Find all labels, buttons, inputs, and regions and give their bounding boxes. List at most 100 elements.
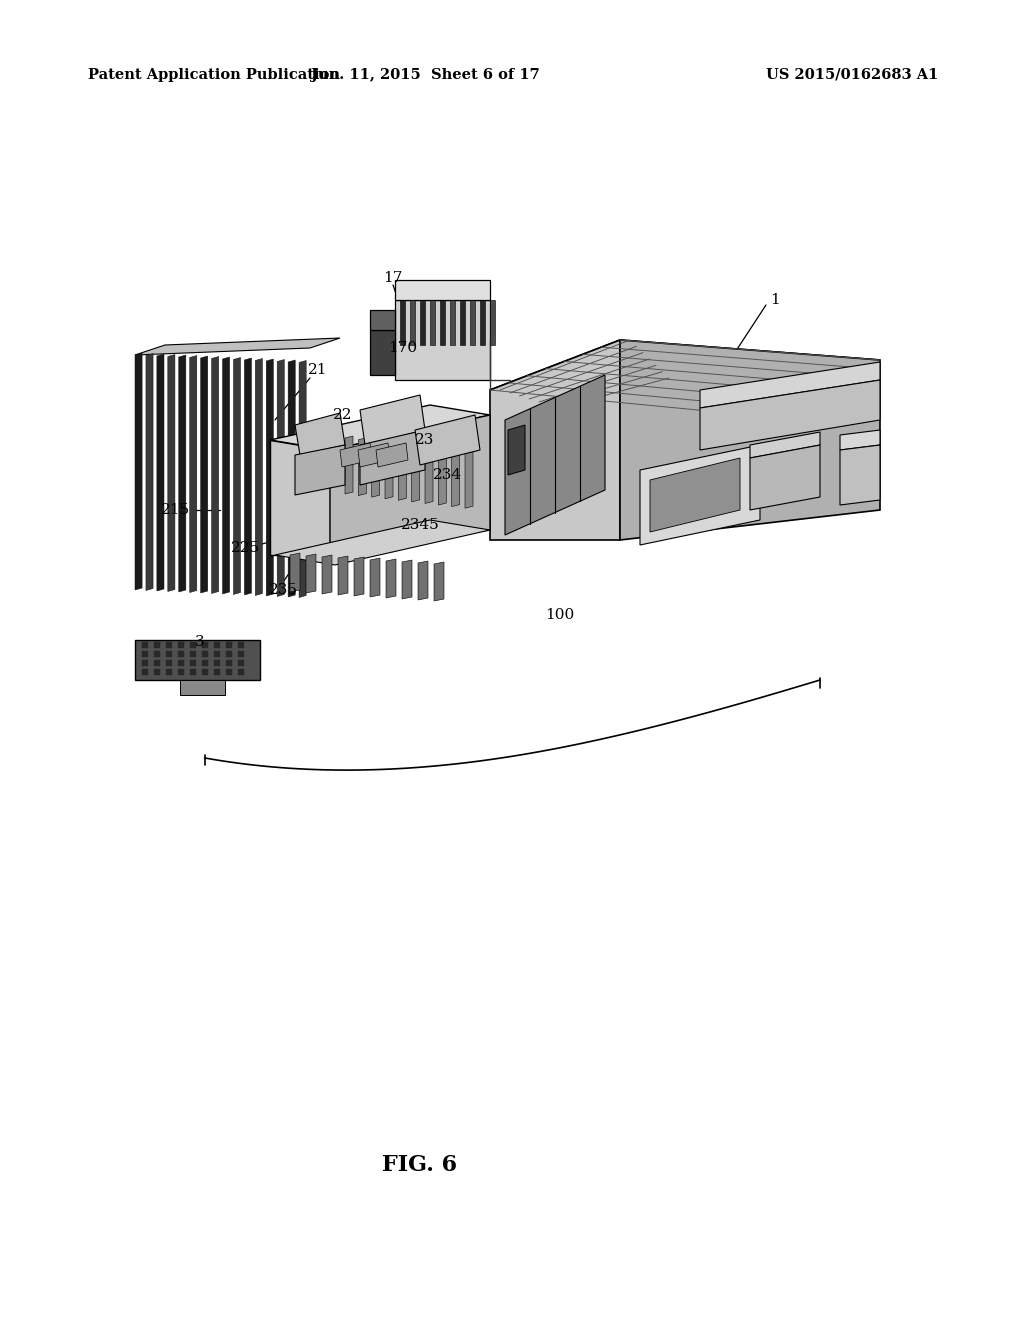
Polygon shape: [142, 642, 148, 648]
Polygon shape: [358, 444, 390, 467]
Polygon shape: [425, 446, 433, 503]
Polygon shape: [354, 557, 364, 597]
Text: 2345: 2345: [400, 517, 439, 532]
Polygon shape: [452, 450, 460, 507]
Polygon shape: [266, 359, 273, 597]
Polygon shape: [226, 651, 232, 657]
Text: 23: 23: [416, 433, 434, 447]
Polygon shape: [180, 680, 225, 696]
Polygon shape: [640, 445, 760, 545]
Polygon shape: [358, 438, 367, 495]
Text: 22: 22: [333, 408, 352, 422]
Polygon shape: [385, 441, 393, 499]
Polygon shape: [166, 651, 172, 657]
Polygon shape: [438, 447, 446, 506]
Polygon shape: [202, 651, 208, 657]
Polygon shape: [412, 445, 420, 502]
Text: 3: 3: [196, 635, 205, 649]
Polygon shape: [402, 560, 412, 599]
Polygon shape: [142, 660, 148, 667]
Polygon shape: [154, 651, 160, 657]
Polygon shape: [620, 341, 880, 540]
Text: 215: 215: [161, 503, 189, 517]
Polygon shape: [275, 520, 490, 565]
Polygon shape: [201, 356, 208, 593]
Polygon shape: [135, 640, 260, 680]
Polygon shape: [480, 300, 485, 345]
Polygon shape: [238, 660, 244, 667]
Polygon shape: [420, 300, 425, 345]
Polygon shape: [370, 310, 395, 330]
Polygon shape: [255, 359, 262, 595]
Polygon shape: [202, 660, 208, 667]
Polygon shape: [430, 300, 435, 345]
Polygon shape: [226, 660, 232, 667]
Polygon shape: [146, 354, 153, 590]
Polygon shape: [398, 444, 407, 500]
Polygon shape: [154, 660, 160, 667]
Polygon shape: [154, 669, 160, 675]
Polygon shape: [360, 395, 425, 445]
Text: Patent Application Publication: Patent Application Publication: [88, 69, 340, 82]
Polygon shape: [372, 440, 380, 498]
Polygon shape: [226, 642, 232, 648]
Text: 234: 234: [433, 469, 463, 482]
Polygon shape: [157, 354, 164, 591]
Polygon shape: [700, 380, 880, 450]
Polygon shape: [338, 556, 348, 595]
Polygon shape: [400, 300, 406, 345]
Polygon shape: [322, 554, 332, 594]
Polygon shape: [410, 300, 416, 345]
Polygon shape: [278, 359, 285, 597]
Polygon shape: [470, 300, 475, 345]
Polygon shape: [222, 356, 229, 594]
Polygon shape: [238, 642, 244, 648]
Polygon shape: [270, 405, 490, 450]
Polygon shape: [190, 651, 196, 657]
Polygon shape: [202, 669, 208, 675]
Polygon shape: [202, 642, 208, 648]
Polygon shape: [226, 669, 232, 675]
Polygon shape: [288, 360, 295, 597]
Text: 235: 235: [268, 583, 298, 597]
Polygon shape: [214, 660, 220, 667]
Polygon shape: [840, 430, 880, 450]
Polygon shape: [245, 358, 252, 595]
Polygon shape: [154, 642, 160, 648]
Polygon shape: [750, 432, 820, 458]
Text: US 2015/0162683 A1: US 2015/0162683 A1: [766, 69, 938, 82]
Polygon shape: [440, 300, 445, 345]
Polygon shape: [166, 660, 172, 667]
Polygon shape: [460, 300, 465, 345]
Polygon shape: [190, 660, 196, 667]
Polygon shape: [233, 358, 241, 594]
Polygon shape: [360, 430, 425, 484]
Polygon shape: [386, 558, 396, 598]
Polygon shape: [700, 362, 880, 408]
Polygon shape: [290, 553, 300, 591]
Polygon shape: [295, 413, 345, 455]
Polygon shape: [135, 352, 142, 590]
Polygon shape: [190, 669, 196, 675]
Text: 1: 1: [770, 293, 780, 308]
Polygon shape: [490, 341, 880, 414]
Text: 21: 21: [308, 363, 328, 378]
Polygon shape: [299, 360, 306, 598]
Polygon shape: [142, 651, 148, 657]
Polygon shape: [508, 425, 525, 475]
Polygon shape: [376, 444, 408, 467]
Polygon shape: [212, 356, 219, 594]
Polygon shape: [166, 669, 172, 675]
Polygon shape: [490, 300, 496, 345]
Polygon shape: [840, 445, 880, 506]
Polygon shape: [238, 651, 244, 657]
Polygon shape: [168, 355, 175, 591]
Text: 225: 225: [230, 541, 259, 554]
Polygon shape: [214, 642, 220, 648]
Polygon shape: [166, 642, 172, 648]
Polygon shape: [306, 554, 316, 593]
Polygon shape: [465, 451, 473, 508]
Text: Jun. 11, 2015  Sheet 6 of 17: Jun. 11, 2015 Sheet 6 of 17: [310, 69, 540, 82]
Polygon shape: [238, 669, 244, 675]
Polygon shape: [434, 562, 444, 601]
